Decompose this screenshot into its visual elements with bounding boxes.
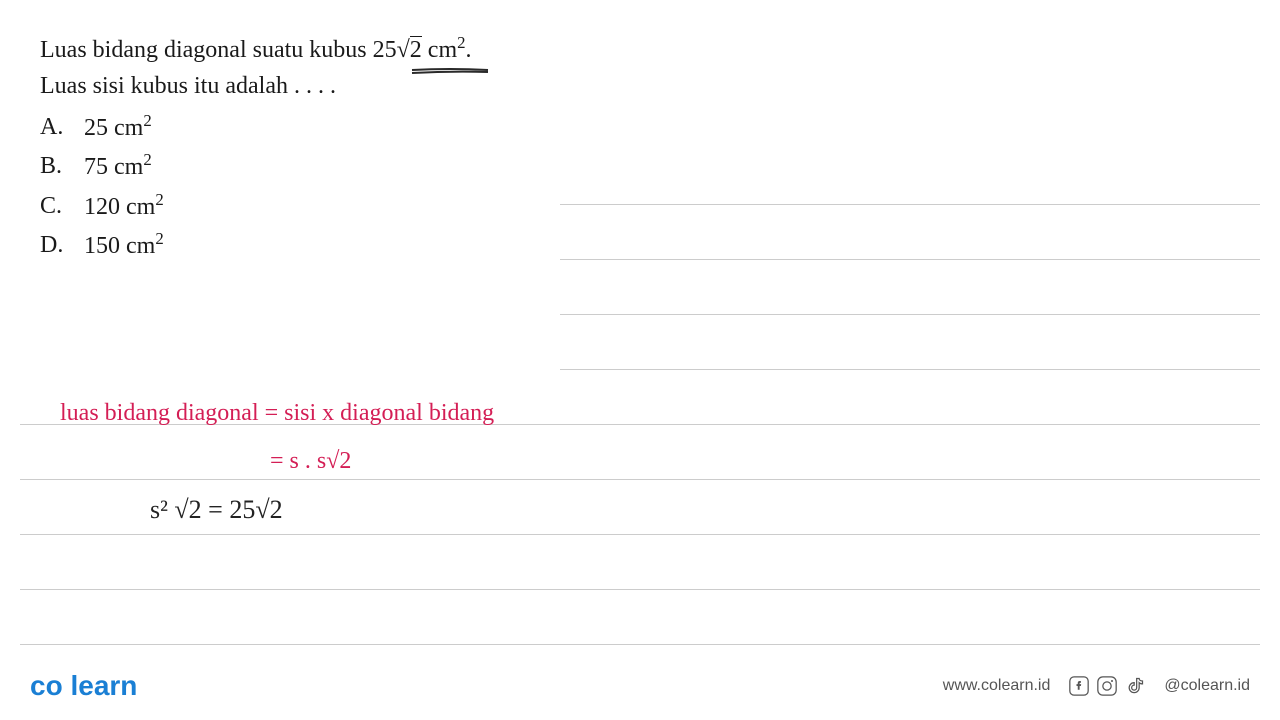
ruled-line <box>560 205 1260 260</box>
question-value: 25 <box>373 37 397 63</box>
social-handle: @colearn.id <box>1164 677 1250 695</box>
website-url: www.colearn.id <box>943 677 1051 695</box>
ruled-line <box>20 425 1260 480</box>
colearn-logo: co learn <box>30 670 137 702</box>
option-letter: D. <box>40 226 84 265</box>
option-value: 120 cm2 <box>84 187 164 226</box>
option-value: 25 cm2 <box>84 108 152 147</box>
question-line-2: Luas sisi kubus itu adalah . . . . <box>40 68 1240 104</box>
ruled-line <box>560 150 1260 205</box>
ruled-line <box>20 590 1260 645</box>
option-letter: B. <box>40 147 84 186</box>
ruled-line <box>560 315 1260 370</box>
option-value: 150 cm2 <box>84 226 164 265</box>
instagram-icon <box>1096 675 1118 697</box>
logo-part-1: co <box>30 670 63 701</box>
footer: co learn www.colearn.id @colearn.id <box>0 670 1280 702</box>
facebook-icon <box>1068 675 1090 697</box>
logo-part-2: learn <box>70 670 137 701</box>
question-unit: cm <box>422 37 457 63</box>
handwritten-line-1: luas bidang diagonal = sisi x diagonal b… <box>60 400 494 427</box>
ruled-line <box>20 535 1260 590</box>
question-line-1: Luas bidang diagonal suatu kubus 25 2 cm2… <box>40 30 1240 68</box>
option-letter: A. <box>40 108 84 147</box>
question-text-1: Luas bidang diagonal suatu kubus <box>40 37 373 63</box>
ruled-lines-right <box>560 150 1260 370</box>
handwritten-line-3: s² √2 = 25√2 <box>150 495 283 525</box>
footer-right: www.colearn.id @colearn.id <box>943 675 1250 697</box>
underline-annotation <box>410 62 490 70</box>
option-letter: C. <box>40 187 84 226</box>
ruled-line <box>560 260 1260 315</box>
tiktok-icon <box>1124 675 1146 697</box>
question-sup: 2 <box>457 33 465 52</box>
sqrt-radicand: 2 <box>410 36 422 63</box>
question-end: . <box>466 37 472 63</box>
social-icons <box>1068 675 1146 697</box>
option-value: 75 cm2 <box>84 147 152 186</box>
option-a: A. 25 cm2 <box>40 108 1240 147</box>
handwritten-line-2: = s . s√2 <box>270 448 351 475</box>
